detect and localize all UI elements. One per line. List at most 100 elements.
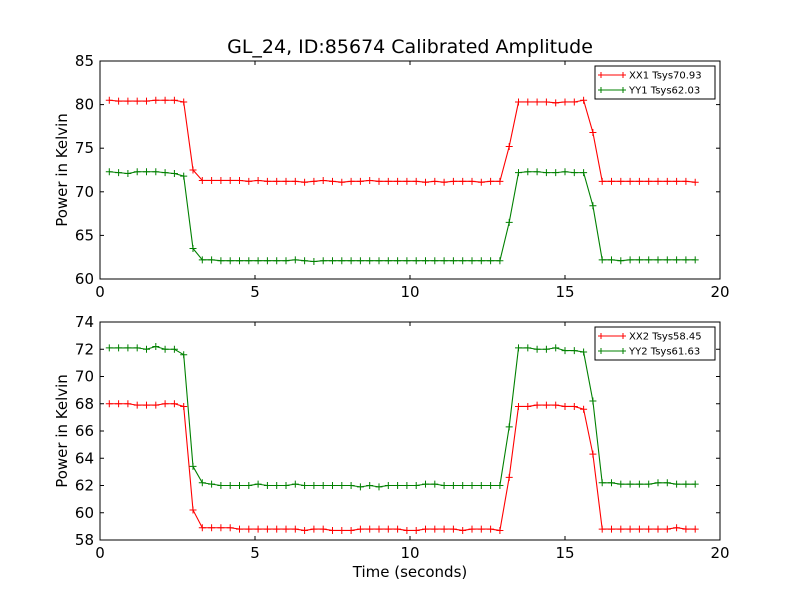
top-series-0-point [477,178,485,186]
bottom-series-0-point [524,402,532,410]
bottom-series-1-point [263,482,271,489]
top-y-tick-label: 85 [75,52,94,70]
top-series-0-point [245,177,253,185]
top-series-0-point [515,98,522,106]
top-series-1-point [319,257,327,265]
bottom-x-tick-label: 0 [95,544,105,562]
bottom-series-1-point [663,479,671,487]
bottom-series-0-point [682,525,690,533]
bottom-series-0-point [440,525,448,533]
bottom-series-1-point [105,344,113,352]
top-series-0-point [226,176,234,184]
top-series-1-point [589,202,597,210]
top-series-0-point [375,177,383,185]
top-legend-label-0: XX1 Tsys70.93 [629,71,702,82]
bottom-series-0-point [589,450,597,458]
bottom-legend-marker [620,348,626,354]
bottom-x-tick-label: 20 [710,544,729,562]
bottom-legend: XX2 Tsys58.45 YY2 Tsys61.63 [594,326,716,361]
top-series-1-point [180,172,188,180]
top-series-0-point [449,177,457,185]
top-series-0-point [617,177,625,185]
top-series-1-point [356,257,364,265]
top-series-1-point [143,168,150,176]
bottom-series-0-point [626,525,634,533]
bottom-series-1-point [477,482,485,489]
bottom-series-0-point [561,402,569,410]
bottom-series-0-point [319,525,327,533]
top-series-1-point [440,257,448,265]
top-series-0-point [394,177,402,185]
top-series-0-point [329,177,336,185]
top-series-0-point [654,177,662,185]
bottom-y-tick-label: 68 [75,395,94,413]
bottom-series-1-point [608,479,615,487]
top-series-0-point [663,177,671,185]
bottom-series-0-point [635,525,643,533]
bottom-series-0-point [124,400,132,408]
top-series-0-point [561,98,569,106]
bottom-series-0-point [226,524,234,532]
top-series-1-point [645,256,653,264]
bottom-series-1-point [635,480,643,488]
bottom-y-tick-label: 72 [75,340,94,358]
bottom-series-0-point [161,400,169,408]
top-y-tick-label: 60 [75,270,94,288]
bottom-series-1-point [449,482,457,489]
bottom-series-1-point [282,482,290,489]
bottom-series-0-point [282,525,290,533]
bottom-series-1-point [645,480,653,488]
bottom-series-1-point [384,482,392,489]
top-series-1-point [542,169,550,177]
bottom-series-0-point [533,401,541,409]
bottom-series-0-point [329,526,336,534]
bottom-series-1-point [115,344,123,352]
top-series-0-point [645,177,653,185]
bottom-series-0-point [552,401,560,409]
bottom-series-0-point [291,525,299,533]
top-series-0-point [319,176,327,184]
bottom-series-1-point [580,348,588,356]
bottom-series-0-point [673,524,681,532]
bottom-series-1-point [189,462,197,470]
top-series-0-point [635,177,643,185]
top-series-1-point [310,258,318,266]
bottom-series-0-point [617,525,625,533]
top-x-tick-label: 0 [95,283,105,301]
bottom-series-1-point [356,483,364,491]
top-series-0-point [626,177,634,185]
bottom-series-0-point [422,525,429,533]
top-series-0-point [412,177,420,185]
top-series-1-point [505,218,513,226]
bottom-series-1-point [524,344,532,352]
bottom-series-0-point [310,525,318,533]
bottom-legend-label-0: XX2 Tsys58.45 [629,332,702,343]
top-series-1-point [673,256,681,264]
bottom-series-1-point [366,482,374,489]
top-series-1-point [384,257,392,265]
top-series-1-point [617,257,625,265]
bottom-series-1-point [133,344,141,352]
top-series-1-point [124,169,132,177]
top-series-1-point [422,257,429,265]
top-series-0-point [152,96,160,104]
bottom-y-tick-label: 64 [75,449,94,467]
top-series-0-point [356,177,364,185]
top-series-0-point [524,98,532,106]
top-series-1-point [691,256,699,264]
top-series-0-point [496,177,504,185]
bottom-y-tick-label: 60 [75,504,94,522]
bottom-series-1-point [440,482,448,489]
top-series-0-point [338,178,346,186]
top-series-1-point [375,257,383,265]
bottom-series-1-point [691,480,699,488]
bottom-series-0-point [496,526,504,534]
bottom-series-1-point [533,345,541,353]
top-series-1-point [682,256,690,264]
bottom-series-0-point [356,525,364,533]
top-series-1-point [105,168,113,176]
top-x-tick-label: 10 [400,283,419,301]
bottom-series-0-point [384,525,392,533]
x-axis-label: Time (seconds) [352,563,468,581]
bottom-series-1-point [170,345,178,353]
